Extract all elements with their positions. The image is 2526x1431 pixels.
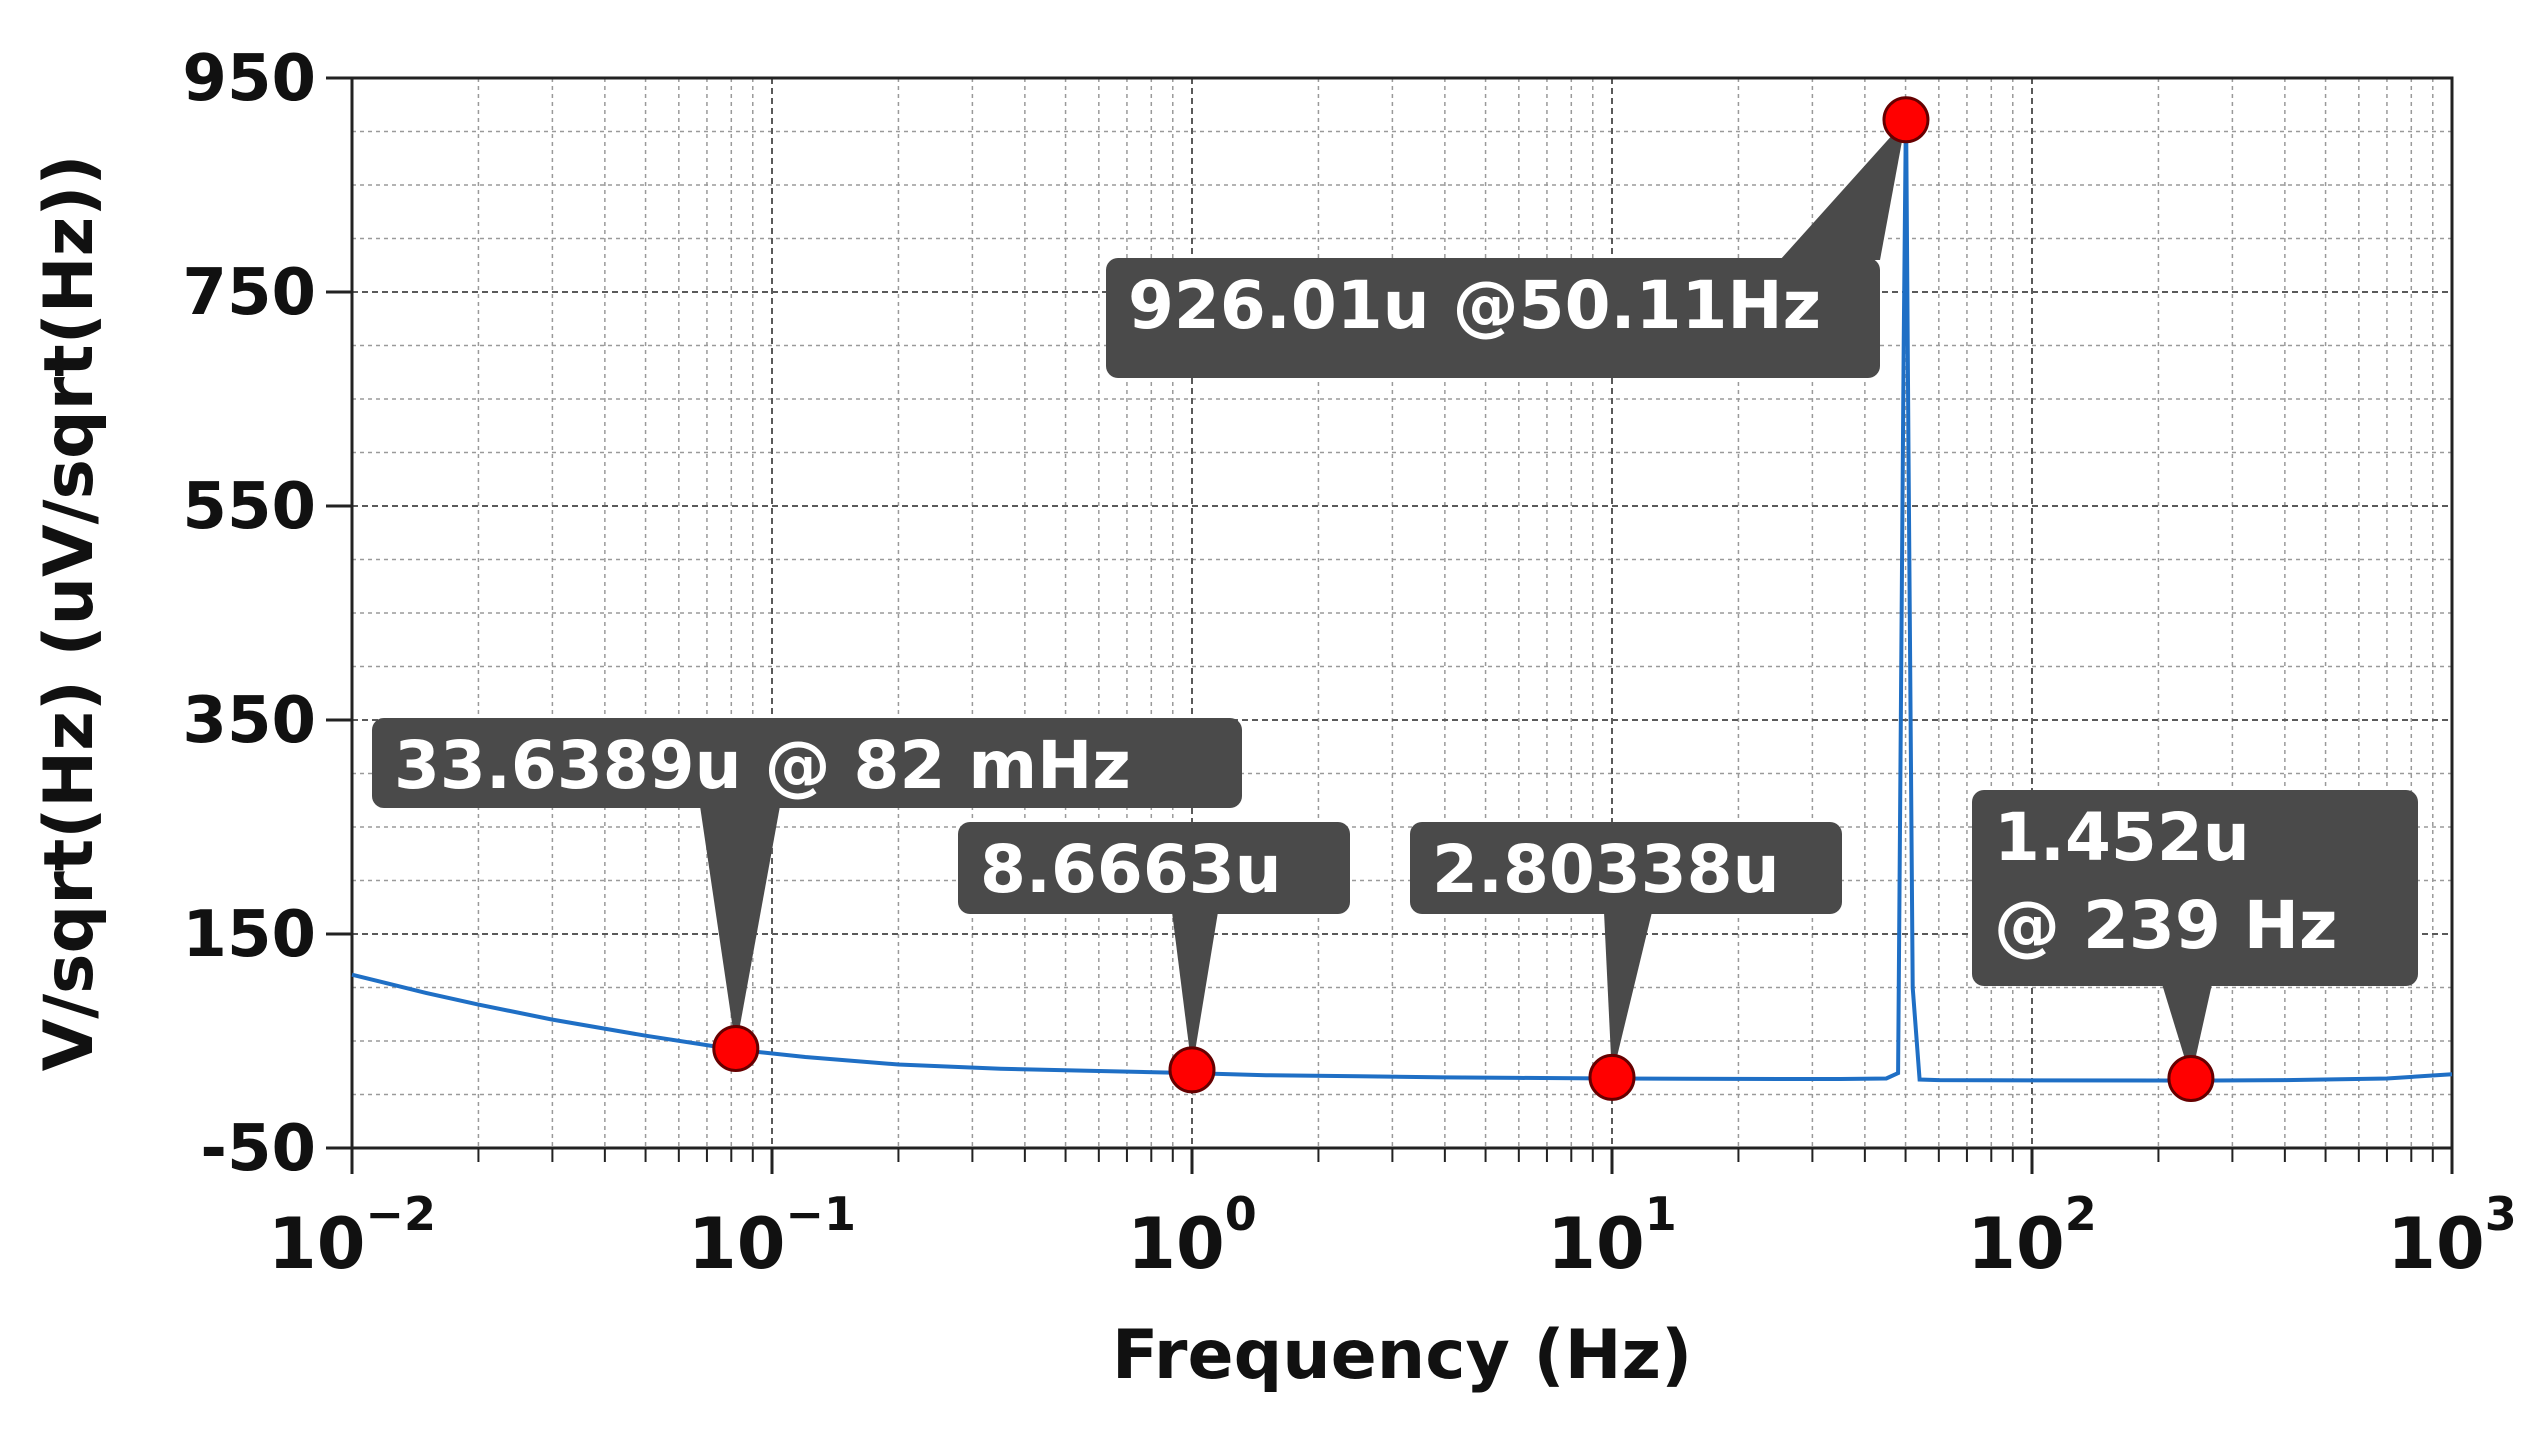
grid-minor [352, 78, 2452, 1148]
annotation-callout: 926.01u @50.11Hz [1106, 119, 1906, 378]
callout-pointer [1604, 912, 1652, 1078]
callout-label: @ 239 Hz [1994, 887, 2337, 964]
x-tick-labels: 10−2 10−1 100 101 102 103 [268, 1187, 2517, 1285]
x-tick-label: 100 [1127, 1187, 1256, 1285]
annotation-callouts: 33.6389u @ 82 mHz 8.6663u 2.80338u 926.01u … [372, 119, 2418, 1079]
y-tick-label: 750 [182, 256, 316, 330]
y-tick-label: -50 [200, 1112, 316, 1186]
y-tick-label: 950 [182, 42, 316, 116]
y-axis-title: V/sqrt(Hz) (uV/sqrt(Hz)) [30, 155, 109, 1072]
x-tick-label: 10−1 [688, 1187, 856, 1285]
callout-label: 33.6389u @ 82 mHz [394, 727, 1131, 804]
x-tick-label: 101 [1547, 1187, 1676, 1285]
callout-label: 1.452u [1994, 799, 2250, 876]
tick-marks [326, 76, 2454, 1174]
annotation-callout: 2.80338u [1410, 822, 1842, 1078]
x-axis-title: Frequency (Hz) [1112, 1316, 1692, 1395]
data-marker [1168, 1046, 1216, 1094]
callout-pointer [1780, 119, 1906, 260]
callout-label: 2.80338u [1432, 831, 1780, 908]
annotation-callout: 1.452u @ 239 Hz [1972, 790, 2418, 1079]
callout-label: 8.6663u [980, 831, 1282, 908]
x-tick-label: 103 [2387, 1187, 2516, 1285]
data-marker [1882, 96, 1930, 144]
callout-box [1106, 258, 1880, 378]
annotation-callout: 8.6663u [958, 822, 1350, 1070]
callout-pointer [2162, 984, 2212, 1079]
plot-frame [350, 76, 2454, 1150]
callout-label: 926.01u @50.11Hz [1128, 267, 1821, 344]
callout-box [372, 718, 1242, 808]
data-marker [1588, 1053, 1636, 1101]
x-tick-label: 102 [1967, 1187, 2096, 1285]
y-tick-labels: -50 150 350 550 750 950 [182, 42, 316, 1186]
x-tick-label: 10−2 [268, 1187, 436, 1285]
y-tick-label: 150 [182, 898, 316, 972]
y-tick-label: 350 [182, 684, 316, 758]
data-marker [712, 1024, 760, 1072]
callout-box [958, 822, 1350, 914]
callout-pointer [1172, 912, 1218, 1070]
callout-pointer [700, 806, 780, 1049]
callout-box [1972, 790, 2418, 986]
annotation-callout: 33.6389u @ 82 mHz [372, 718, 1242, 1049]
callout-box [1410, 822, 1842, 914]
y-tick-label: 550 [182, 470, 316, 544]
data-marker [2167, 1054, 2215, 1102]
data-markers [712, 96, 2215, 1102]
